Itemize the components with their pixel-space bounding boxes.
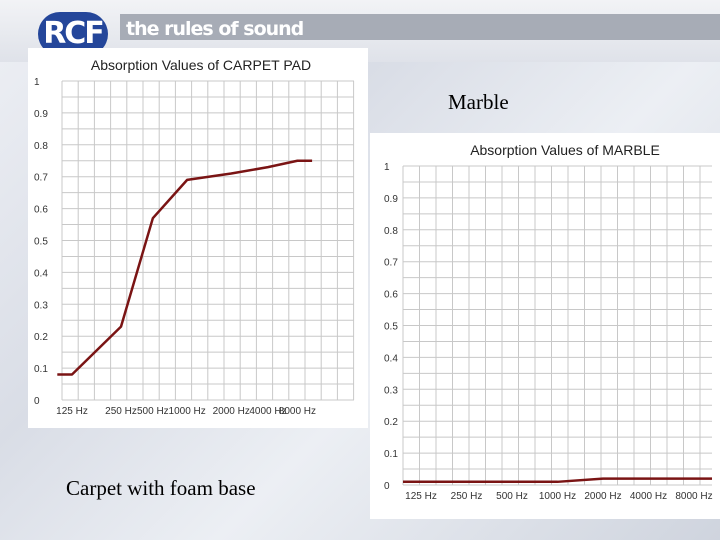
- carpet-x-tick-label: 1000 Hz: [169, 406, 206, 417]
- carpet-y-tick-label: 0.3: [34, 300, 48, 311]
- marble-x-tick-label: 250 Hz: [451, 491, 483, 502]
- marble-x-tick-label: 125 Hz: [405, 491, 437, 502]
- marble-y-tick-label: 1: [384, 162, 390, 173]
- marble-y-tick-label: 0.5: [384, 322, 398, 333]
- marble-x-tick-label: 1000 Hz: [539, 491, 576, 502]
- marble-y-tick-label: 0: [384, 481, 390, 492]
- brand-tagline: the rules of sound: [126, 18, 304, 40]
- marble-x-tick-label: 500 Hz: [496, 491, 528, 502]
- marble-y-tick-label: 0.7: [384, 258, 398, 269]
- marble-y-tick-label: 0.8: [384, 226, 398, 237]
- marble-chart-panel: Absorption Values of MARBLE 0 0.1 0.2 0.3 0.4…: [370, 133, 720, 519]
- carpet-y-tick-label: 0.6: [34, 205, 48, 216]
- carpet-y-tick-label: 0.8: [34, 141, 48, 152]
- carpet-y-tick-label: 1: [34, 77, 40, 88]
- carpet-x-tick-label: 2000 Hz: [213, 406, 250, 417]
- carpet-x-tick-label: 500 Hz: [137, 406, 169, 417]
- header-strip: [120, 14, 720, 40]
- marble-absorption-line: [403, 477, 712, 484]
- marble-y-tick-label: 0.3: [384, 385, 398, 396]
- marble-y-tick-label: 0.1: [384, 449, 398, 460]
- carpet-y-tick-label: 0.2: [34, 332, 48, 343]
- carpet-y-tick-label: 0.5: [34, 237, 48, 248]
- carpet-y-tick-label: 0: [34, 396, 40, 407]
- carpet-caption: Carpet with foam base: [66, 476, 256, 500]
- marble-absorption-chart: Absorption Values of MARBLE 0 0.1 0.2 0.3 0.4…: [384, 142, 713, 502]
- carpet-chart-panel: Absorption Values of CARPET PAD 0 0.1 0.2 0.…: [28, 48, 368, 428]
- carpet-absorption-line: [57, 159, 313, 376]
- carpet-x-tick-label: 250 Hz: [105, 406, 137, 417]
- carpet-x-tick-label: 8000 Hz: [279, 406, 316, 417]
- carpet-y-tick-label: 0.9: [34, 109, 48, 120]
- carpet-x-tick-label: 4000 Hz: [249, 406, 286, 417]
- marble-y-tick-label: 0.2: [384, 417, 398, 428]
- carpet-absorption-chart: Absorption Values of CARPET PAD 0 0.1 0.2 0.…: [34, 57, 355, 417]
- carpet-y-tick-label: 0.7: [34, 173, 48, 184]
- marble-x-tick-label: 2000 Hz: [584, 491, 621, 502]
- marble-x-tick-label: 8000 Hz: [675, 491, 712, 502]
- carpet-chart-title: Absorption Values of CARPET PAD: [91, 57, 311, 73]
- marble-y-tick-label: 0.9: [384, 194, 398, 205]
- marble-y-tick-label: 0.6: [384, 290, 398, 301]
- marble-caption: Marble: [448, 90, 509, 114]
- carpet-y-tick-label: 0.4: [34, 268, 48, 279]
- carpet-y-tick-label: 0.1: [34, 364, 48, 375]
- marble-x-tick-label: 4000 Hz: [630, 491, 667, 502]
- marble-y-tick-label: 0.4: [384, 353, 398, 364]
- marble-chart-title: Absorption Values of MARBLE: [470, 142, 660, 158]
- carpet-x-tick-label: 125 Hz: [56, 406, 88, 417]
